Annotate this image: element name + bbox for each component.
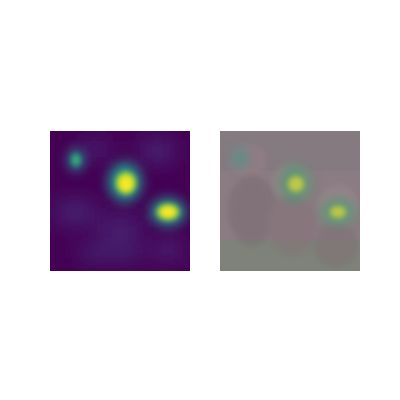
- heatmap-panel: [50, 131, 190, 271]
- heatmap-peaks: [72, 154, 179, 220]
- heatmap-faint-patches: [55, 140, 185, 260]
- overlay-peaks: [288, 176, 346, 218]
- overlay-panel: [220, 131, 360, 271]
